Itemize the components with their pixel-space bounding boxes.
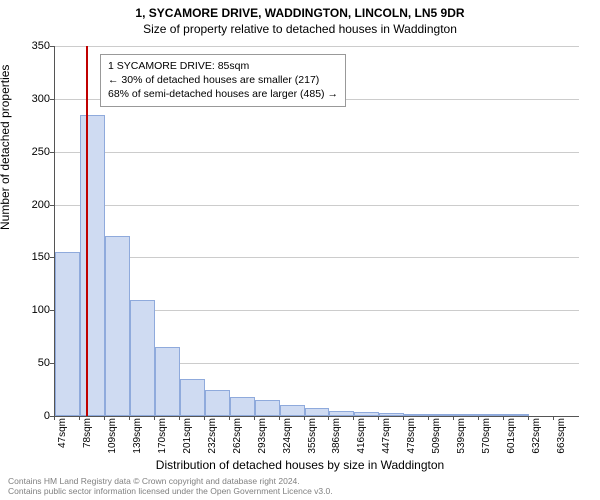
y-tick-label: 300 xyxy=(10,93,50,105)
x-tick-label: 232sqm xyxy=(207,418,218,454)
histogram-bar xyxy=(155,347,180,416)
y-tick-label: 150 xyxy=(10,251,50,263)
histogram-bar xyxy=(180,379,205,416)
histogram-bar xyxy=(205,390,230,416)
x-tick-mark xyxy=(503,416,504,420)
x-tick-mark xyxy=(154,416,155,420)
x-tick-mark xyxy=(204,416,205,420)
histogram-bar xyxy=(55,252,80,416)
x-tick-label: 170sqm xyxy=(157,418,168,454)
histogram-bar xyxy=(255,400,280,416)
y-tick-mark xyxy=(50,205,54,206)
x-tick-mark xyxy=(179,416,180,420)
y-tick-mark xyxy=(50,257,54,258)
histogram-bar xyxy=(80,115,105,416)
property-marker-line xyxy=(86,46,88,416)
x-tick-mark xyxy=(528,416,529,420)
histogram-bar xyxy=(354,412,379,416)
histogram-bar xyxy=(280,405,305,416)
x-tick-label: 47sqm xyxy=(57,418,68,448)
info-line-property: 1 SYCAMORE DRIVE: 85sqm xyxy=(108,59,338,73)
x-tick-mark xyxy=(279,416,280,420)
y-tick-mark xyxy=(50,310,54,311)
y-tick-label: 350 xyxy=(10,40,50,52)
histogram-bar xyxy=(379,413,404,416)
x-tick-mark xyxy=(453,416,454,420)
x-tick-mark xyxy=(378,416,379,420)
x-tick-label: 78sqm xyxy=(82,418,93,448)
x-tick-mark xyxy=(304,416,305,420)
x-tick-label: 509sqm xyxy=(431,418,442,454)
y-tick-mark xyxy=(50,152,54,153)
x-tick-mark xyxy=(553,416,554,420)
y-tick-mark xyxy=(50,99,54,100)
x-tick-mark xyxy=(104,416,105,420)
y-tick-mark xyxy=(50,46,54,47)
info-box: 1 SYCAMORE DRIVE: 85sqm ← 30% of detache… xyxy=(100,54,346,107)
y-tick-label: 200 xyxy=(10,199,50,211)
grid-line xyxy=(55,205,579,206)
info-line-larger: 68% of semi-detached houses are larger (… xyxy=(108,87,338,101)
y-tick-label: 50 xyxy=(10,357,50,369)
x-tick-mark xyxy=(403,416,404,420)
histogram-bar xyxy=(305,408,330,416)
chart-title-address: 1, SYCAMORE DRIVE, WADDINGTON, LINCOLN, … xyxy=(0,0,600,20)
histogram-bar xyxy=(329,411,354,416)
info-line-smaller: ← 30% of detached houses are smaller (21… xyxy=(108,73,338,87)
x-tick-label: 109sqm xyxy=(107,418,118,454)
histogram-bar xyxy=(429,414,454,416)
x-tick-mark xyxy=(428,416,429,420)
x-tick-label: 539sqm xyxy=(456,418,467,454)
grid-line xyxy=(55,152,579,153)
chart-container: 1, SYCAMORE DRIVE, WADDINGTON, LINCOLN, … xyxy=(0,0,600,500)
x-tick-mark xyxy=(353,416,354,420)
histogram-bar xyxy=(479,414,504,416)
grid-line xyxy=(55,257,579,258)
x-axis-label: Distribution of detached houses by size … xyxy=(0,458,600,472)
x-tick-mark xyxy=(478,416,479,420)
x-tick-label: 262sqm xyxy=(232,418,243,454)
x-tick-mark xyxy=(229,416,230,420)
attribution-line2: Contains public sector information licen… xyxy=(8,486,333,497)
y-tick-label: 250 xyxy=(10,146,50,158)
x-tick-label: 139sqm xyxy=(132,418,143,454)
x-tick-label: 632sqm xyxy=(531,418,542,454)
histogram-bar xyxy=(230,397,255,416)
x-tick-label: 324sqm xyxy=(282,418,293,454)
x-tick-mark xyxy=(254,416,255,420)
x-tick-label: 601sqm xyxy=(506,418,517,454)
histogram-bar xyxy=(105,236,130,416)
y-tick-label: 0 xyxy=(10,410,50,422)
x-tick-mark xyxy=(54,416,55,420)
histogram-bar xyxy=(454,414,479,416)
x-tick-label: 570sqm xyxy=(481,418,492,454)
histogram-bar xyxy=(504,414,529,416)
x-tick-mark xyxy=(129,416,130,420)
x-tick-label: 663sqm xyxy=(556,418,567,454)
x-tick-mark xyxy=(79,416,80,420)
attribution-line1: Contains HM Land Registry data © Crown c… xyxy=(8,476,333,487)
x-tick-label: 355sqm xyxy=(307,418,318,454)
x-tick-mark xyxy=(328,416,329,420)
x-tick-label: 416sqm xyxy=(356,418,367,454)
x-tick-label: 293sqm xyxy=(257,418,268,454)
y-tick-mark xyxy=(50,363,54,364)
histogram-bar xyxy=(404,414,429,416)
x-tick-label: 447sqm xyxy=(381,418,392,454)
x-tick-label: 386sqm xyxy=(331,418,342,454)
x-tick-label: 478sqm xyxy=(406,418,417,454)
attribution: Contains HM Land Registry data © Crown c… xyxy=(8,476,333,497)
histogram-bar xyxy=(130,300,155,416)
x-tick-label: 201sqm xyxy=(182,418,193,454)
grid-line xyxy=(55,46,579,47)
chart-subtitle: Size of property relative to detached ho… xyxy=(0,20,600,36)
y-tick-label: 100 xyxy=(10,304,50,316)
